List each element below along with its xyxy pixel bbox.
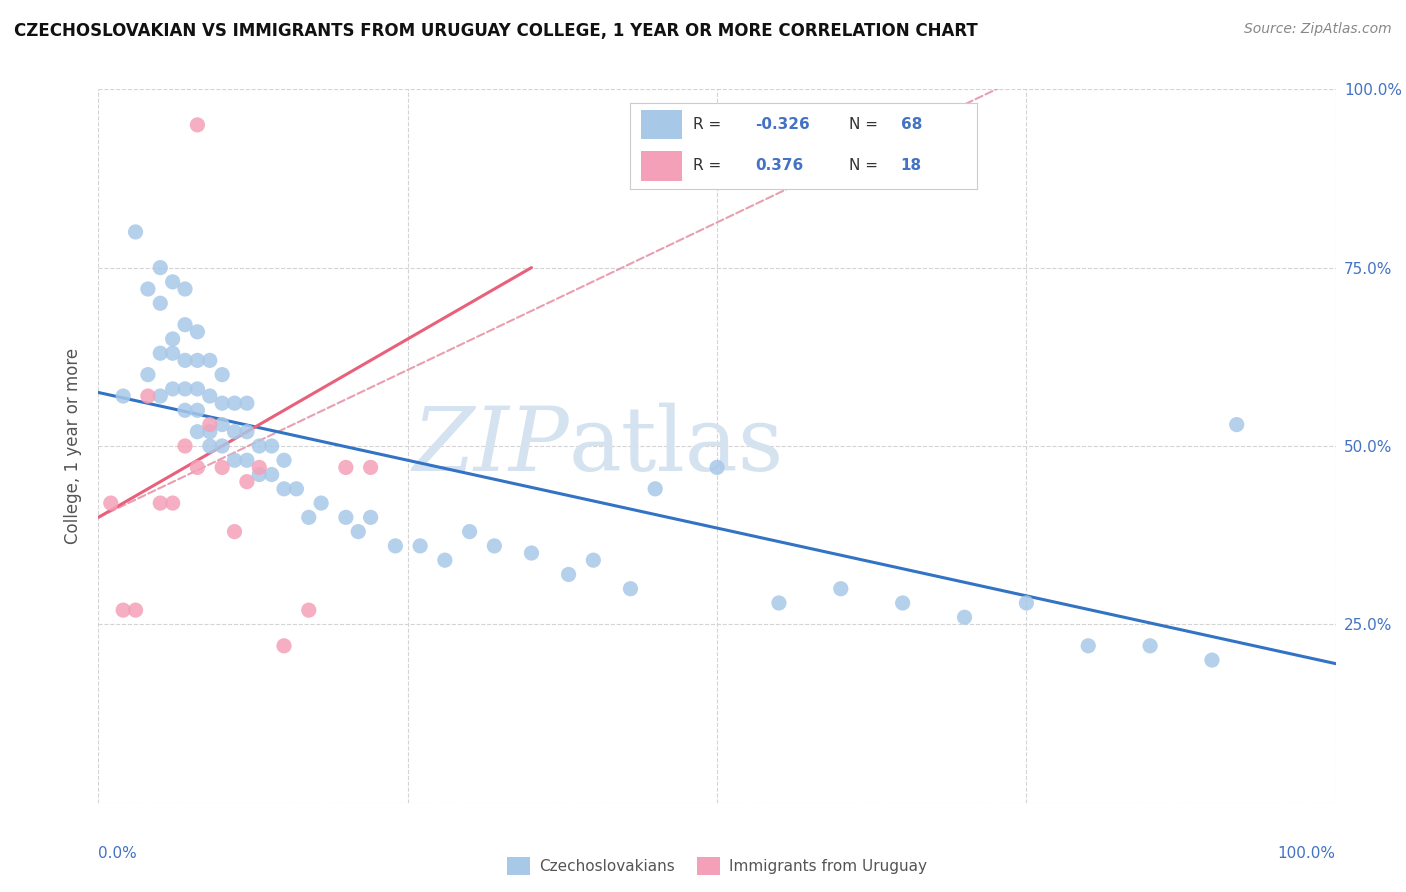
Point — [186, 118, 208, 132]
Point — [198, 417, 221, 432]
Point — [1077, 639, 1099, 653]
Point — [484, 539, 506, 553]
Point — [236, 425, 259, 439]
Text: 100.0%: 100.0% — [1278, 846, 1336, 861]
Point — [186, 353, 208, 368]
Point — [186, 403, 208, 417]
Point — [891, 596, 914, 610]
Point — [247, 439, 270, 453]
Point — [247, 467, 270, 482]
Point — [112, 389, 135, 403]
Point — [136, 282, 159, 296]
Point — [619, 582, 641, 596]
Point — [149, 296, 172, 310]
Point — [174, 353, 197, 368]
Point — [162, 275, 184, 289]
Point — [298, 603, 321, 617]
Text: CZECHOSLOVAKIAN VS IMMIGRANTS FROM URUGUAY COLLEGE, 1 YEAR OR MORE CORRELATION C: CZECHOSLOVAKIAN VS IMMIGRANTS FROM URUGU… — [14, 22, 977, 40]
Point — [162, 496, 184, 510]
Point — [149, 260, 172, 275]
Point — [224, 396, 246, 410]
Point — [162, 346, 184, 360]
Point — [149, 389, 172, 403]
Point — [582, 553, 605, 567]
Point — [409, 539, 432, 553]
Point — [174, 382, 197, 396]
Point — [198, 353, 221, 368]
Point — [557, 567, 579, 582]
Point — [706, 460, 728, 475]
Text: Source: ZipAtlas.com: Source: ZipAtlas.com — [1244, 22, 1392, 37]
Point — [1139, 639, 1161, 653]
Point — [224, 524, 246, 539]
Text: ZIP: ZIP — [412, 402, 568, 490]
Point — [211, 460, 233, 475]
Point — [211, 439, 233, 453]
Point — [112, 603, 135, 617]
Text: atlas: atlas — [568, 402, 783, 490]
Point — [211, 417, 233, 432]
Point — [174, 403, 197, 417]
Point — [360, 460, 382, 475]
Point — [174, 282, 197, 296]
Legend: Czechoslovakians, Immigrants from Uruguay: Czechoslovakians, Immigrants from Urugua… — [501, 851, 934, 880]
Point — [236, 453, 259, 467]
Point — [149, 496, 172, 510]
Point — [644, 482, 666, 496]
Y-axis label: College, 1 year or more: College, 1 year or more — [65, 348, 83, 544]
Point — [260, 467, 283, 482]
Point — [360, 510, 382, 524]
Point — [236, 396, 259, 410]
Point — [520, 546, 543, 560]
Point — [100, 496, 122, 510]
Point — [433, 553, 456, 567]
Point — [174, 318, 197, 332]
Point — [174, 439, 197, 453]
Point — [162, 332, 184, 346]
Point — [347, 524, 370, 539]
Point — [211, 368, 233, 382]
Point — [273, 482, 295, 496]
Point — [1226, 417, 1249, 432]
Point — [198, 439, 221, 453]
Point — [285, 482, 308, 496]
Point — [186, 425, 208, 439]
Point — [768, 596, 790, 610]
Point — [224, 453, 246, 467]
Point — [247, 460, 270, 475]
Point — [458, 524, 481, 539]
Point — [198, 389, 221, 403]
Point — [953, 610, 976, 624]
Point — [124, 603, 146, 617]
Point — [273, 639, 295, 653]
Point — [830, 582, 852, 596]
Point — [162, 382, 184, 396]
Point — [136, 368, 159, 382]
Point — [273, 453, 295, 467]
Point — [384, 539, 406, 553]
Point — [186, 460, 208, 475]
Point — [335, 510, 357, 524]
Point — [335, 460, 357, 475]
Point — [236, 475, 259, 489]
Point — [198, 425, 221, 439]
Point — [260, 439, 283, 453]
Point — [124, 225, 146, 239]
Point — [1201, 653, 1223, 667]
Point — [211, 396, 233, 410]
Point — [149, 346, 172, 360]
Point — [186, 382, 208, 396]
Point — [136, 389, 159, 403]
Point — [309, 496, 332, 510]
Point — [186, 325, 208, 339]
Point — [224, 425, 246, 439]
Point — [298, 510, 321, 524]
Text: 0.0%: 0.0% — [98, 846, 138, 861]
Point — [1015, 596, 1038, 610]
